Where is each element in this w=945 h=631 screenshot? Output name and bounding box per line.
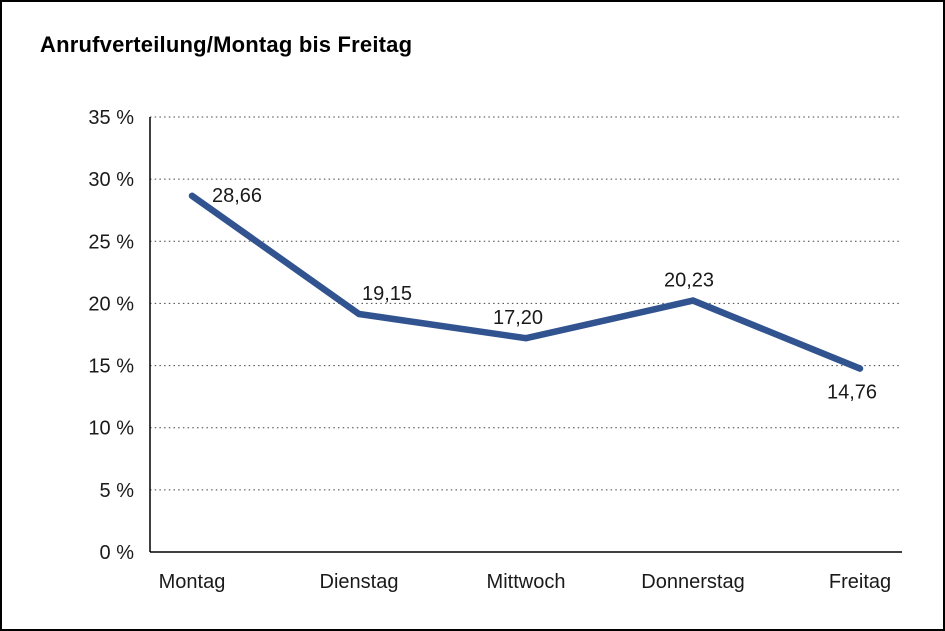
x-category-label: Donnerstag bbox=[641, 571, 744, 593]
data-point-label: 19,15 bbox=[362, 283, 412, 305]
chart-title: Anrufverteilung/Montag bis Freitag bbox=[40, 32, 413, 57]
data-point-label: 20,23 bbox=[664, 270, 714, 292]
data-point-label: 28,66 bbox=[212, 185, 262, 207]
data-line-series bbox=[188, 192, 864, 372]
y-tick-label: 15 % bbox=[88, 356, 134, 378]
y-tick-label: 20 % bbox=[88, 293, 134, 315]
data-point-label: 14,76 bbox=[827, 382, 877, 404]
y-tick-label: 10 % bbox=[88, 418, 134, 440]
y-tick-label: 35 % bbox=[88, 107, 134, 129]
data-point-label: 17,20 bbox=[493, 307, 543, 329]
x-category-label: Mittwoch bbox=[487, 571, 566, 593]
y-tick-label: 5 % bbox=[100, 480, 135, 502]
y-tick-label: 0 % bbox=[100, 542, 135, 564]
x-category-label: Freitag bbox=[829, 571, 891, 593]
x-category-label: Montag bbox=[159, 571, 226, 593]
x-category-label: Dienstag bbox=[320, 571, 399, 593]
y-tick-label: 30 % bbox=[88, 169, 134, 191]
y-tick-label: 25 % bbox=[88, 231, 134, 253]
